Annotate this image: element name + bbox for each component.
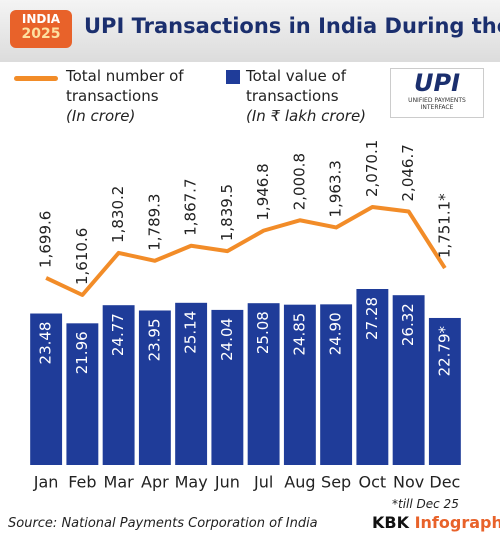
line-value-label: 1,789.3 [145,194,163,251]
legend-unit: (In crore) [66,107,136,125]
line-value-label: 2,070.1 [363,140,381,197]
badge-year: 2025 [21,26,61,42]
bar-value-label: 24.04 [218,318,236,361]
x-tick-label: Oct [359,473,387,492]
bar-value-label: 23.95 [145,318,163,361]
bar-value-label: 22.79* [435,325,453,376]
badge-top: INDIA [21,12,61,26]
legend-swatch-bar [226,70,240,84]
x-tick-label: Nov [393,473,424,492]
line-value-label: 1,699.6 [37,211,55,268]
legend-entry: Total value of transactions (In ₹ lakh c… [246,66,386,126]
x-tick-label: Aug [284,473,315,492]
x-tick-label: Sep [321,473,351,492]
x-tick-label: Feb [68,473,96,492]
logo-text: UPI [413,69,460,97]
bar-value-label: 25.14 [182,311,200,354]
legend-unit: (In ₹ lakh crore) [246,107,367,125]
line [45,205,447,297]
bar [247,303,280,465]
bar [102,305,135,465]
brand-name: KBK [372,513,409,532]
x-tick-label: Jun [214,473,240,492]
footnote: *till Dec 25 [392,497,459,511]
x-tick-label: Jul [253,473,273,492]
line-value-label: 2,000.8 [290,153,308,210]
x-tick-label: Mar [104,473,135,492]
line-value-label: 1,610.6 [73,228,91,285]
line-value-label: 1,867.7 [182,178,200,235]
bar [30,313,63,465]
bar-value-label: 24.85 [290,313,308,356]
chart-title: UPI Transactions in India During the Yea… [84,14,500,38]
brand: KBK Infographics [372,513,500,532]
bar-value-label: 25.08 [254,311,272,354]
bar [283,304,316,465]
line-value-label: 1,839.5 [218,184,236,241]
legend-label: Total value of transactions [246,67,346,105]
bar-value-label: 26.32 [399,303,417,346]
x-tick-label: Jan [33,473,59,492]
bar [211,309,244,465]
x-tick-label: May [175,473,208,492]
bar [392,295,425,465]
bar [138,310,171,465]
bar-value-label: 27.28 [363,297,381,340]
bar [175,302,208,465]
x-tick-label: Apr [141,473,169,492]
line-value-label: 1,963.3 [327,160,345,217]
legend-label: Total number of transactions [66,67,184,105]
bar [356,289,389,465]
bar-value-label: 24.90 [327,312,345,355]
bar [320,304,353,465]
logo-caption: UNIFIED PAYMENTS INTERFACE [408,97,466,111]
bar [428,317,461,465]
upi-logo: UPI UNIFIED PAYMENTS INTERFACE [390,68,484,118]
badge: INDIA 2025 [10,10,72,48]
bar-value-label: 21.96 [73,331,91,374]
brand-suffix: Infographics [414,513,500,532]
legend-swatch-line [14,76,58,81]
line-value-label: 2,046.7 [399,144,417,201]
line-value-label: 1,751.1* [435,193,453,258]
bar-value-label: 23.48 [37,322,55,365]
title-banner [0,0,500,62]
source: Source: National Payments Corporation of… [8,516,318,531]
x-tick-label: Dec [429,473,460,492]
line-value-label: 1,830.2 [109,186,127,243]
bar-value-label: 24.77 [109,313,127,356]
legend-entry: Total number of transactions (In crore) [66,66,216,126]
bar [66,323,99,465]
line-value-label: 1,946.8 [254,163,272,220]
